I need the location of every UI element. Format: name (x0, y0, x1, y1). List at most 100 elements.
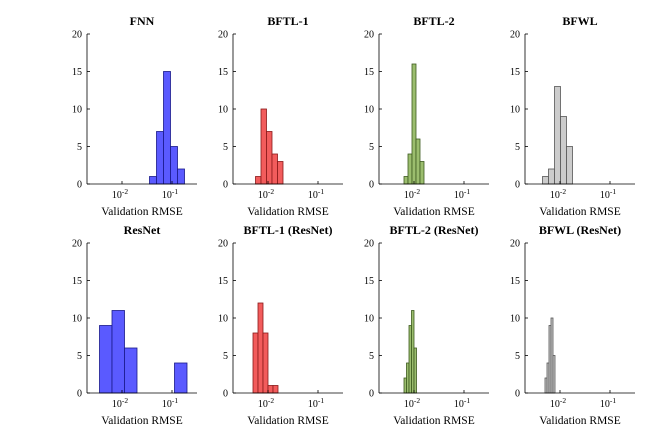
y-tick-label: 20 (218, 239, 228, 250)
x-tick-label: 10-2 (550, 187, 566, 201)
y-tick-label: 5 (223, 351, 228, 362)
x-tick-label: 10-1 (162, 187, 178, 201)
x-axis-label: Validation RMSE (247, 415, 328, 427)
x-tick-label: 10-1 (454, 187, 470, 201)
histogram-bar (111, 310, 125, 394)
y-tick-label: 10 (72, 105, 82, 116)
subplot-7: 0 5 10 15 20 10-2 10-1 BFTL-2 (ResNet) Validatio… (364, 223, 489, 427)
y-tick-label: 10 (72, 314, 82, 325)
y-tick-label: 0 (369, 389, 374, 400)
x-axis-label: Validation RMSE (393, 206, 474, 218)
x-axis-label: Validation RMSE (247, 206, 328, 218)
histogram-bar (266, 131, 273, 185)
x-tick-label: 10-1 (308, 396, 324, 410)
y-tick-label: 20 (72, 239, 82, 250)
subplot-title: BFWL (ResNet) (539, 223, 621, 237)
y-tick-label: 0 (223, 180, 228, 191)
y-tick-label: 5 (515, 142, 520, 153)
histogram-bar (177, 168, 185, 185)
y-tick-label: 20 (510, 30, 520, 41)
y-tick-label: 0 (223, 389, 228, 400)
y-tick-label: 0 (369, 180, 374, 191)
x-tick-label: 10-1 (454, 396, 470, 410)
x-axis-label: Validation RMSE (539, 206, 620, 218)
histogram-bar (272, 385, 279, 394)
histogram-bar (267, 385, 274, 394)
subplot-title: BFTL-1 (267, 14, 308, 28)
histogram-bar (277, 161, 284, 185)
subplot-3: 0 5 10 15 20 10-2 10-1 BFTL-2 Validation RMSE (364, 14, 489, 218)
x-tick-label: 10-2 (404, 187, 420, 201)
y-tick-label: 15 (218, 276, 228, 287)
histogram-bar (124, 347, 138, 394)
y-tick-label: 0 (77, 389, 82, 400)
histogram-bar (174, 362, 188, 394)
y-tick-label: 15 (510, 67, 520, 78)
y-tick-label: 5 (369, 351, 374, 362)
x-axis-label: Validation RMSE (539, 415, 620, 427)
x-tick-label: 10-2 (258, 396, 274, 410)
subplot-1: 0 5 10 15 20 10-2 10-1 FNN Validation RMSE (72, 14, 197, 218)
y-tick-label: 10 (364, 105, 374, 116)
histogram-bar (419, 161, 425, 185)
y-tick-label: 10 (510, 105, 520, 116)
y-tick-label: 10 (510, 314, 520, 325)
y-tick-label: 0 (515, 180, 520, 191)
histogram-bar (271, 153, 278, 185)
histogram-bar (257, 302, 264, 394)
histogram-bar (552, 355, 556, 394)
histogram-bar (560, 116, 567, 185)
histogram-bar (542, 176, 549, 185)
x-tick-label: 10-1 (308, 187, 324, 201)
subplot-title: BFTL-2 (413, 14, 454, 28)
x-tick-label: 10-1 (600, 396, 616, 410)
histogram-bar (403, 176, 409, 185)
x-tick-label: 10-2 (258, 187, 274, 201)
y-tick-label: 20 (218, 30, 228, 41)
histogram-bar (407, 153, 413, 185)
histogram-bar (163, 71, 171, 185)
subplot-8: 0 5 10 15 20 10-2 10-1 BFWL (ResNet) Validation … (510, 223, 635, 427)
y-tick-label: 5 (369, 142, 374, 153)
x-tick-label: 10-2 (112, 187, 128, 201)
subplot-2: 0 5 10 15 20 10-2 10-1 BFTL-1 Validation RMSE (218, 14, 343, 218)
histogram-bar (149, 176, 157, 185)
y-tick-label: 15 (364, 67, 374, 78)
subplot-6: 0 5 10 15 20 10-2 10-1 BFTL-1 (ResNet) Validatio… (218, 223, 343, 427)
histogram-bar (548, 168, 555, 185)
y-tick-label: 5 (223, 142, 228, 153)
histogram-bar (99, 325, 113, 394)
y-tick-label: 15 (72, 276, 82, 287)
histogram-bar (170, 146, 178, 185)
x-axis-label: Validation RMSE (101, 415, 182, 427)
y-tick-label: 0 (515, 389, 520, 400)
histogram-bar (255, 176, 262, 185)
x-axis-label: Validation RMSE (101, 206, 182, 218)
subplot-title: BFTL-2 (ResNet) (390, 223, 479, 237)
subplot-5: 0 5 10 15 20 10-2 10-1 ResNet Validation RMSE (72, 223, 197, 427)
subplot-title: ResNet (124, 223, 161, 237)
y-tick-label: 10 (218, 314, 228, 325)
histogram-bar (156, 131, 164, 185)
y-tick-label: 20 (510, 239, 520, 250)
x-tick-label: 10-1 (162, 396, 178, 410)
histogram-bar (554, 86, 561, 185)
histogram-bar (411, 63, 417, 185)
y-tick-label: 20 (364, 30, 374, 41)
subplot-title: BFTL-1 (ResNet) (244, 223, 333, 237)
histogram-bar (252, 332, 259, 394)
subplot-title: BFWL (562, 14, 597, 28)
y-tick-label: 15 (72, 67, 82, 78)
y-tick-label: 0 (77, 180, 82, 191)
histogram-bar (566, 146, 573, 185)
x-tick-label: 10-2 (550, 396, 566, 410)
x-axis-label: Validation RMSE (393, 415, 474, 427)
y-tick-label: 15 (218, 67, 228, 78)
subplot-title: FNN (130, 14, 155, 28)
histogram-bar (262, 332, 269, 394)
x-tick-label: 10-2 (404, 396, 420, 410)
y-tick-label: 15 (364, 276, 374, 287)
subplot-4: 0 5 10 15 20 10-2 10-1 BFWL Validation RMSE (510, 14, 635, 218)
